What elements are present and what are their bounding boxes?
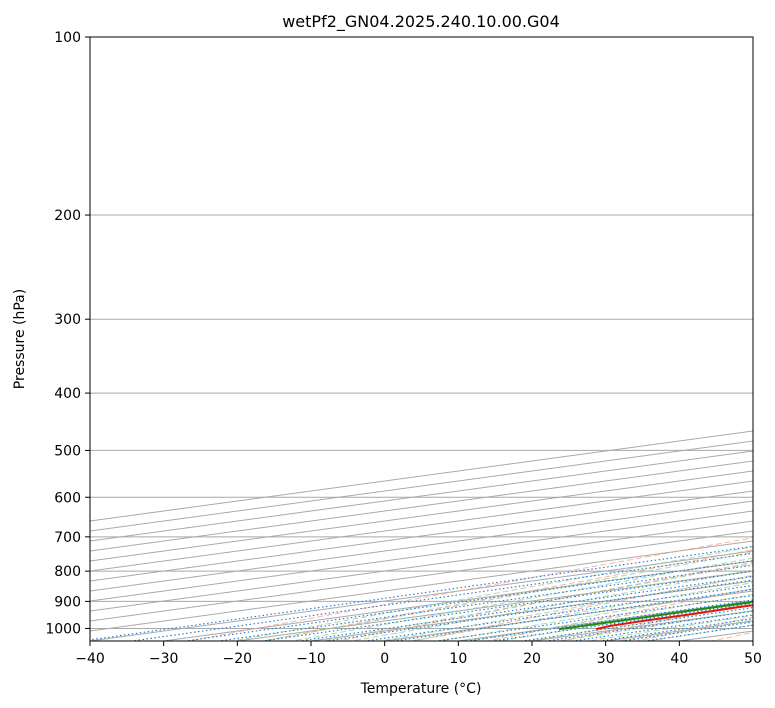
- y-tick-label: 900: [54, 594, 81, 610]
- x-tick-label: 10: [449, 651, 467, 667]
- moist-adiabat-line: [496, 599, 753, 641]
- x-tick-label: 40: [670, 651, 688, 667]
- plot-frame: [89, 36, 754, 642]
- dry-adiabat-line: [410, 574, 753, 641]
- moist-adiabat-line: [259, 551, 753, 641]
- x-tick-label: −20: [223, 651, 253, 667]
- isotherm-line: [90, 500, 753, 592]
- mixing-ratio-line: [295, 575, 753, 641]
- isotherm-line: [90, 450, 753, 542]
- isotherm-line: [90, 520, 753, 612]
- y-axis-title: Pressure (hPa): [12, 289, 28, 389]
- moist-adiabat-line: [289, 557, 753, 641]
- x-tick-label: −10: [296, 651, 326, 667]
- dry-adiabat-line: [260, 549, 753, 641]
- y-tick-label: 500: [54, 443, 81, 459]
- isotherm-line: [90, 460, 753, 552]
- y-tick-label: 1000: [45, 621, 81, 637]
- y-tick-label: 800: [54, 564, 81, 580]
- mixing-ratio-line: [568, 614, 753, 641]
- isotherm-line: [90, 510, 753, 602]
- isotherm-line: [90, 480, 753, 572]
- axes: −40 −30 −20 −10 0 10 20 30 40 50 100 200 300 400 500 60…: [45, 30, 762, 667]
- isotherm-line: [90, 470, 753, 562]
- isotherm-line: [90, 490, 753, 582]
- x-tick-label: 0: [380, 651, 389, 667]
- y-tick-label: 300: [54, 312, 81, 328]
- y-tick-label: 100: [54, 30, 81, 46]
- y-tick-label: 700: [54, 530, 81, 546]
- mixing-ratio-line: [258, 570, 753, 641]
- mixing-ratio-line: [596, 618, 753, 641]
- moist-adiabat-line: [437, 588, 753, 641]
- mixing-ratio-line: [181, 560, 753, 641]
- mixing-ratio-line: [215, 564, 753, 641]
- moist-adiabat-line: [230, 546, 753, 641]
- y-tick-label: 200: [54, 208, 81, 224]
- x-axis-title: Temperature (°C): [360, 681, 482, 697]
- isotherm-line: [90, 530, 753, 622]
- x-tick-label: 30: [597, 651, 615, 667]
- x-tick-label: −30: [149, 651, 179, 667]
- chart-title: wetPf2_GN04.2025.240.10.00.G04: [282, 12, 560, 32]
- mixing-ratio-line: [128, 552, 753, 641]
- background-lines: [90, 37, 753, 641]
- x-tick-label: 20: [523, 651, 541, 667]
- moist-adiabat-line: [318, 563, 753, 641]
- y-tick-label: 400: [54, 386, 81, 402]
- plot-background: [90, 37, 753, 641]
- isotherm-line: [752, 640, 753, 641]
- mixing-ratio-line: [322, 579, 753, 641]
- y-tick-label: 600: [54, 490, 81, 506]
- x-tick-label: 50: [744, 651, 762, 667]
- x-tick-label: −40: [75, 651, 105, 667]
- moist-adiabat-line: [377, 575, 753, 641]
- dry-adiabat-line: [485, 588, 753, 641]
